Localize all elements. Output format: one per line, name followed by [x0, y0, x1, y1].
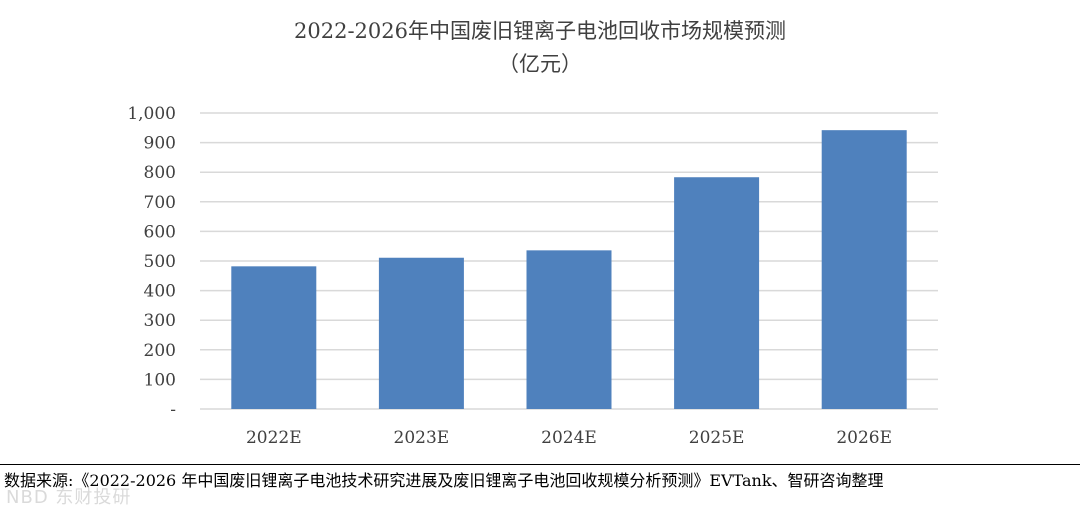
- watermark: NBD 东财投研: [6, 487, 132, 508]
- x-tick-label: 2024E: [541, 428, 597, 448]
- x-axis-tick-labels: 2022E 2023E 2024E 2025E 2026E: [246, 428, 892, 448]
- source-note: 数据来源:《2022-2026 年中国废旧锂离子电池技术研究进展及废旧锂离子电池…: [4, 471, 884, 490]
- y-axis-tick-labels: - 100 200 300 400 500 600 700 800 900 1,000: [127, 104, 176, 420]
- bar-2023E: [378, 257, 464, 409]
- y-tick-label: 1,000: [127, 104, 176, 124]
- source-divider: [0, 464, 1080, 465]
- bar-2022E: [231, 266, 317, 409]
- y-tick-label: 600: [144, 222, 176, 242]
- y-tick-label: 800: [144, 163, 176, 183]
- x-tick-label: 2025E: [689, 428, 745, 448]
- chart-subtitle: （亿元）: [498, 52, 582, 76]
- bar-2026E: [821, 130, 907, 409]
- chart-title: 2022-2026年中国废旧锂离子电池回收市场规模预测: [294, 19, 786, 43]
- y-tick-label: 400: [144, 282, 176, 302]
- bars: [231, 130, 907, 409]
- x-tick-label: 2022E: [246, 428, 302, 448]
- bar-chart: 2022-2026年中国废旧锂离子电池回收市场规模预测 （亿元） - 100 200…: [127, 19, 938, 448]
- y-tick-label: 500: [144, 252, 176, 272]
- bar-2025E: [674, 177, 760, 409]
- y-tick-label: 100: [144, 370, 176, 390]
- y-tick-label: 700: [144, 193, 176, 213]
- y-tick-label: 200: [144, 341, 176, 361]
- x-tick-label: 2026E: [836, 428, 892, 448]
- y-tick-label: -: [170, 400, 176, 420]
- bar-2024E: [526, 250, 612, 409]
- y-tick-label: 900: [144, 134, 176, 154]
- x-tick-label: 2023E: [394, 428, 450, 448]
- y-tick-label: 300: [144, 311, 176, 331]
